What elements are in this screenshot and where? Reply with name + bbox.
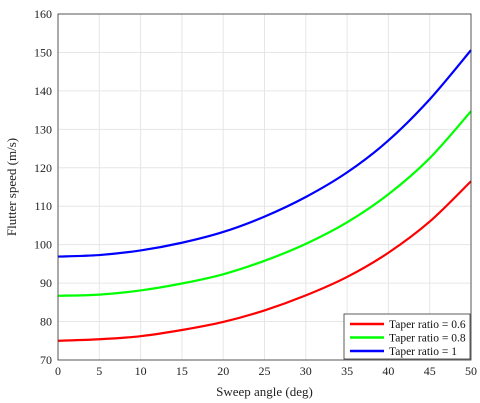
series-line-3 <box>57 49 472 258</box>
legend-label: Taper ratio = 1 <box>389 346 457 358</box>
x-tick-label: 45 <box>424 364 436 378</box>
x-tick-label: 50 <box>465 364 477 378</box>
x-tick-labels: 0 5 10 15 20 25 30 35 40 45 50 <box>55 364 477 378</box>
x-tick-label: 40 <box>382 364 394 378</box>
y-tick-label: 150 <box>34 45 52 59</box>
y-tick-label: 100 <box>34 238 52 252</box>
y-tick-labels: 70 80 90 100 110 120 130 140 150 160 <box>34 7 52 367</box>
x-tick-label: 30 <box>300 364 312 378</box>
x-tick-label: 20 <box>217 364 229 378</box>
y-tick-label: 120 <box>34 161 52 175</box>
grid <box>57 13 472 361</box>
series-line-2 <box>57 110 472 297</box>
y-tick-label: 130 <box>34 122 52 136</box>
x-tick-label: 0 <box>55 364 61 378</box>
y-tick-label: 70 <box>40 353 52 367</box>
x-tick-label: 10 <box>135 364 147 378</box>
x-tick-label: 25 <box>259 364 271 378</box>
series-line-1 <box>57 180 472 342</box>
y-tick-label: 110 <box>34 199 52 213</box>
legend: Taper ratio = 0.6 Taper ratio = 0.8Taper … <box>343 313 471 360</box>
y-axis-label: Flutter speed (m/s) <box>4 138 19 236</box>
series-lines <box>57 49 472 342</box>
y-tick-label: 90 <box>40 276 52 290</box>
x-axis-label: Sweep angle (deg) <box>216 384 313 399</box>
x-tick-label: 35 <box>341 364 353 378</box>
y-tick-label: 140 <box>34 84 52 98</box>
legend-label: Taper ratio = 0.8 <box>389 333 466 345</box>
y-tick-label: 160 <box>34 7 52 21</box>
x-tick-label: 5 <box>96 364 102 378</box>
plot-frame <box>57 13 472 361</box>
y-tick-label: 80 <box>40 315 52 329</box>
legend-label: Taper ratio = 0.6 <box>389 319 466 331</box>
x-tick-label: 15 <box>176 364 188 378</box>
